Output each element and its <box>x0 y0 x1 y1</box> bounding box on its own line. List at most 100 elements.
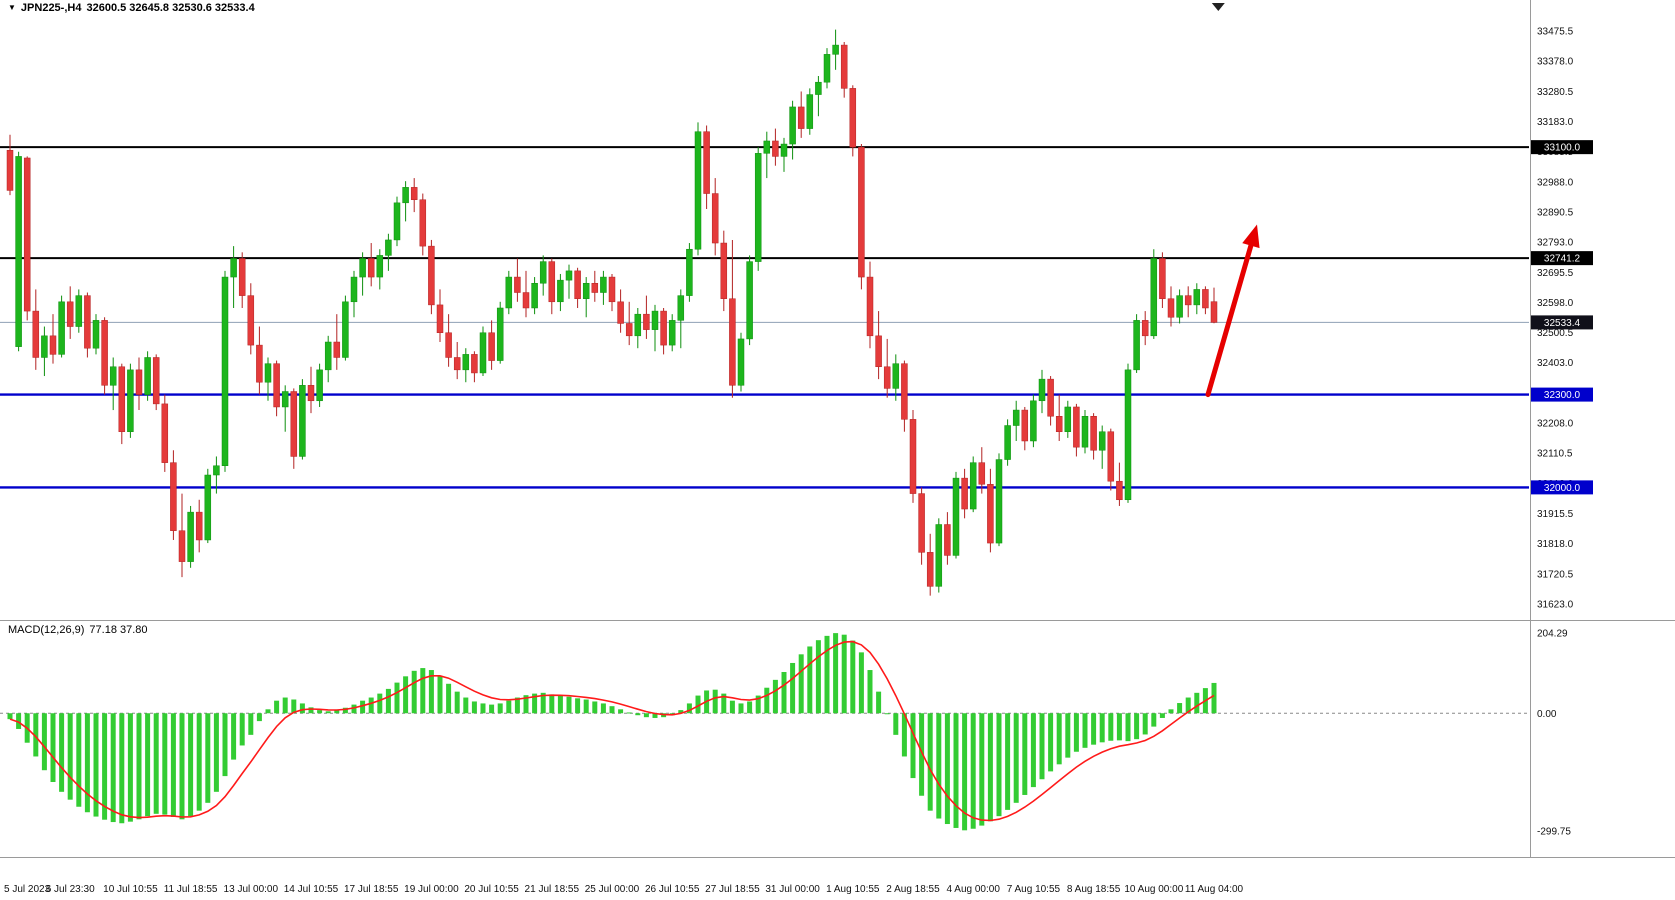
candle <box>909 419 917 494</box>
candle <box>230 258 237 278</box>
svg-text:10 Aug 00:00: 10 Aug 00:00 <box>1124 884 1183 895</box>
candle <box>1141 320 1149 337</box>
candle <box>514 276 521 293</box>
panel-separators <box>0 0 1675 858</box>
candle <box>428 245 435 306</box>
candle <box>92 320 100 349</box>
candle <box>677 295 685 321</box>
candle <box>806 94 814 129</box>
macd-histogram <box>7 633 1217 831</box>
candle <box>170 462 177 531</box>
candle <box>376 255 384 278</box>
candle <box>961 477 968 510</box>
svg-text:32403.0: 32403.0 <box>1537 358 1574 369</box>
candle <box>58 301 65 355</box>
candle <box>651 310 659 330</box>
candle <box>591 282 599 293</box>
svg-text:1 Aug 10:55: 1 Aug 10:55 <box>826 884 880 895</box>
candle <box>995 459 1003 544</box>
svg-text:11 Jul 18:55: 11 Jul 18:55 <box>164 884 218 895</box>
macd-indicator-label: MACD(12,26,9) 77.18 37.80 <box>8 624 148 636</box>
svg-text:21 Jul 18:55: 21 Jul 18:55 <box>525 884 580 895</box>
svg-text:26 Jul 10:55: 26 Jul 10:55 <box>645 884 700 895</box>
candle <box>643 313 650 330</box>
candle <box>505 276 513 309</box>
candle <box>918 493 925 553</box>
svg-text:32533.4: 32533.4 <box>1544 318 1581 329</box>
candle <box>772 140 779 157</box>
candle <box>840 44 848 89</box>
candle <box>419 199 427 247</box>
svg-text:5 Jul 2023: 5 Jul 2023 <box>4 884 51 895</box>
svg-text:32890.5: 32890.5 <box>1537 207 1574 218</box>
candle <box>1202 289 1209 309</box>
svg-text:19 Jul 00:00: 19 Jul 00:00 <box>404 884 459 895</box>
svg-text:32110.5: 32110.5 <box>1537 449 1573 460</box>
candle <box>978 462 986 485</box>
candle <box>1081 415 1089 448</box>
candle <box>342 301 349 358</box>
svg-text:-299.75: -299.75 <box>1537 827 1571 838</box>
svg-text:20 Jul 10:55: 20 Jul 10:55 <box>464 884 519 895</box>
candle <box>471 354 478 374</box>
candle <box>1150 258 1158 337</box>
candle <box>1159 258 1166 299</box>
candle <box>1167 298 1175 318</box>
candle <box>333 341 341 358</box>
svg-text:17 Jul 18:55: 17 Jul 18:55 <box>344 884 399 895</box>
macd-axis: 204.29 0.00 -299.75 <box>1537 629 1571 838</box>
candle <box>901 363 908 420</box>
price-badges: 33100.0 32741.2 32300.0 32000.0 32533.4 <box>1531 140 1593 495</box>
svg-text:32793.0: 32793.0 <box>1537 238 1574 249</box>
svg-text:31915.5: 31915.5 <box>1537 509 1574 520</box>
candle <box>1021 409 1029 442</box>
candle <box>1184 295 1192 306</box>
candle <box>462 354 470 371</box>
chart-shift-marker-icon <box>1211 3 1225 11</box>
svg-text:32000.0: 32000.0 <box>1544 483 1581 494</box>
candle <box>729 298 736 386</box>
horizontal-price-lines[interactable] <box>0 146 1529 489</box>
candle <box>574 270 581 299</box>
candle <box>238 258 246 296</box>
svg-text:32500.5: 32500.5 <box>1537 328 1574 339</box>
candle <box>548 261 556 303</box>
candle <box>324 341 332 371</box>
candle <box>625 323 633 337</box>
candle <box>453 357 461 371</box>
arrow-annotation[interactable] <box>1205 224 1260 398</box>
svg-text:2 Aug 18:55: 2 Aug 18:55 <box>886 884 940 895</box>
candle <box>935 524 943 587</box>
candle <box>127 369 134 432</box>
svg-text:32300.0: 32300.0 <box>1544 390 1581 401</box>
candle <box>866 276 874 337</box>
candle <box>754 153 762 262</box>
svg-text:32695.5: 32695.5 <box>1537 268 1574 279</box>
candle <box>634 313 642 337</box>
candle <box>23 157 31 312</box>
candle <box>1210 301 1218 323</box>
svg-text:31818.0: 31818.0 <box>1537 539 1574 550</box>
candle <box>1133 320 1140 371</box>
svg-text:27 Jul 18:55: 27 Jul 18:55 <box>705 884 760 895</box>
svg-text:32741.2: 32741.2 <box>1544 254 1581 265</box>
macd-signal-line <box>9 640 1215 822</box>
candle <box>307 385 315 402</box>
candle <box>1030 400 1037 442</box>
candle <box>66 301 74 327</box>
candle <box>565 270 573 281</box>
candle <box>161 403 169 463</box>
candle <box>686 248 693 296</box>
candle <box>178 530 186 562</box>
candle <box>815 81 822 95</box>
candle <box>944 524 951 556</box>
candle <box>849 88 857 148</box>
candle <box>84 295 91 349</box>
candle <box>1004 425 1011 460</box>
candle <box>1176 295 1183 318</box>
candle <box>557 279 564 303</box>
macd-values-label: 77.18 37.80 <box>89 624 148 636</box>
